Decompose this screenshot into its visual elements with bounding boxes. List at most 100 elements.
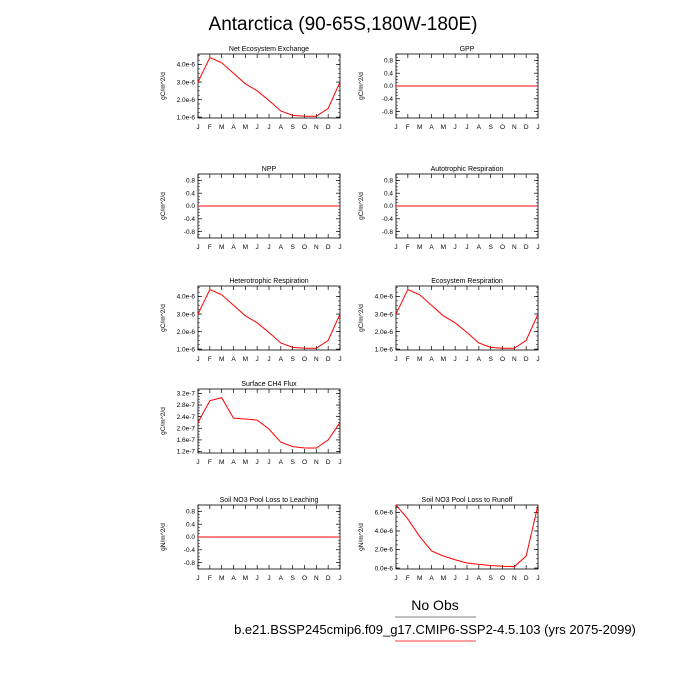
x-tick-label: S xyxy=(290,459,295,466)
x-tick-label: D xyxy=(524,124,529,131)
x-tick-label: J xyxy=(394,356,397,363)
x-tick-label: A xyxy=(231,356,236,363)
y-tick-label: 3.0e-6 xyxy=(177,79,196,86)
plot-frame xyxy=(197,53,341,119)
x-tick-label: N xyxy=(512,124,517,131)
x-tick-label: N xyxy=(512,244,517,251)
x-tick-label: A xyxy=(429,124,434,131)
x-tick-label: A xyxy=(231,459,236,466)
panels: Net Ecosystem Exchange gC/m^2/d 1.0e-6 2.0e… xyxy=(160,46,540,582)
x-tick-label: J xyxy=(267,459,270,466)
x-tick-label: A xyxy=(279,244,284,251)
chart-title: Ecosystem Respiration xyxy=(431,278,503,285)
x-tick-label: S xyxy=(488,124,493,131)
y-tick-label: 0.4 xyxy=(384,70,393,77)
x-tick-label: J xyxy=(196,244,199,251)
x-tick-label: O xyxy=(302,575,307,582)
y-axis-label: gC/m^2/d xyxy=(160,407,167,435)
x-tick-label: M xyxy=(219,575,224,582)
x-tick-label: J xyxy=(338,356,341,363)
x-tick-label: O xyxy=(302,356,307,363)
x-tick-label: D xyxy=(326,124,331,131)
x-tick-label: N xyxy=(314,459,319,466)
x-tick-label: J xyxy=(536,244,539,251)
y-tick-label: 1.0e-6 xyxy=(177,114,196,121)
x-tick-label: J xyxy=(267,575,270,582)
x-tick-label: F xyxy=(406,124,410,131)
y-tick-label: 3.0e-6 xyxy=(177,311,196,318)
x-tick-label: J xyxy=(454,356,457,363)
x-tick-label: S xyxy=(290,356,295,363)
y-tick-label: 0.0e-6 xyxy=(375,565,394,572)
x-tick-label: J xyxy=(267,244,270,251)
x-tick-label: J xyxy=(465,356,468,363)
chart-title: Heterotrophic Respiration xyxy=(229,278,308,285)
x-tick-label: M xyxy=(417,575,422,582)
y-tick-label: 0.0 xyxy=(384,83,393,90)
x-tick-label: D xyxy=(326,356,331,363)
x-tick-label: J xyxy=(536,124,539,131)
x-tick-label: N xyxy=(512,575,517,582)
chart-panel: Autotrophic Respiration gC/m^2/d -0.8 -0.4 0… xyxy=(358,166,540,251)
y-tick-label: 3.2e-7 xyxy=(177,391,196,398)
x-tick-label: J xyxy=(465,244,468,251)
plot-frame xyxy=(395,285,539,351)
y-axis-label: gC/m^2/d xyxy=(160,304,167,332)
chart-panel: Net Ecosystem Exchange gC/m^2/d 1.0e-6 2.0e… xyxy=(160,46,342,131)
x-tick-label: M xyxy=(243,356,248,363)
y-axis-label: gC/m^2/d xyxy=(160,192,167,220)
y-tick-label: 2.0e-6 xyxy=(177,97,196,104)
x-tick-label: J xyxy=(256,244,259,251)
chart-title: Soil NO3 Pool Loss to Runoff xyxy=(422,497,513,504)
x-tick-label: D xyxy=(326,459,331,466)
y-axis-label: gC/m^2/d xyxy=(160,72,167,100)
x-tick-label: J xyxy=(454,575,457,582)
y-axis-label: gN/m^2/d xyxy=(358,523,365,551)
y-tick-label: -0.8 xyxy=(382,109,394,116)
legend-case-label: b.e21.BSSP245cmip6.f09_g17.CMIP6-SSP2-4.… xyxy=(234,622,636,637)
x-tick-label: F xyxy=(208,575,212,582)
x-tick-label: F xyxy=(208,124,212,131)
legend: No Obs b.e21.BSSP245cmip6.f09_g17.CMIP6-… xyxy=(234,597,636,642)
x-tick-label: A xyxy=(477,575,482,582)
x-tick-label: A xyxy=(477,124,482,131)
y-tick-label: 0.0 xyxy=(384,203,393,210)
x-tick-label: S xyxy=(290,124,295,131)
chart-title: Net Ecosystem Exchange xyxy=(229,46,309,53)
chart-panel: Soil NO3 Pool Loss to Runoff gN/m^2/d 0.0e… xyxy=(358,497,540,582)
figure-title: Antarctica (90-65S,180W-180E) xyxy=(209,14,478,35)
x-tick-label: A xyxy=(429,575,434,582)
x-tick-label: M xyxy=(417,244,422,251)
x-tick-label: J xyxy=(454,124,457,131)
x-tick-label: O xyxy=(302,459,307,466)
chart-panel: Surface CH4 Flux gC/m^2/d 1.2e-7 1.6e-7 2.0e… xyxy=(160,381,342,466)
y-tick-label: 0.8 xyxy=(186,178,195,185)
x-tick-label: A xyxy=(279,575,284,582)
x-tick-label: N xyxy=(314,575,319,582)
x-tick-label: J xyxy=(394,575,397,582)
y-tick-label: 6.0e-6 xyxy=(375,510,394,517)
x-tick-label: J xyxy=(536,356,539,363)
x-tick-label: M xyxy=(441,575,446,582)
y-tick-label: 0.8 xyxy=(384,178,393,185)
x-tick-label: O xyxy=(500,244,505,251)
y-tick-label: 2.0e-6 xyxy=(375,547,394,554)
x-tick-label: F xyxy=(406,356,410,363)
x-tick-label: J xyxy=(394,244,397,251)
chart-title: NPP xyxy=(262,166,277,173)
x-tick-label: N xyxy=(512,356,517,363)
x-tick-label: M xyxy=(441,124,446,131)
x-tick-label: O xyxy=(500,356,505,363)
series-line xyxy=(197,56,341,117)
x-tick-label: A xyxy=(477,356,482,363)
series-line xyxy=(197,397,341,449)
y-tick-label: 1.6e-7 xyxy=(177,437,196,444)
y-tick-label: -0.4 xyxy=(184,547,196,554)
x-tick-label: J xyxy=(536,575,539,582)
x-tick-label: J xyxy=(338,459,341,466)
series-line xyxy=(395,288,539,349)
x-tick-label: J xyxy=(256,575,259,582)
